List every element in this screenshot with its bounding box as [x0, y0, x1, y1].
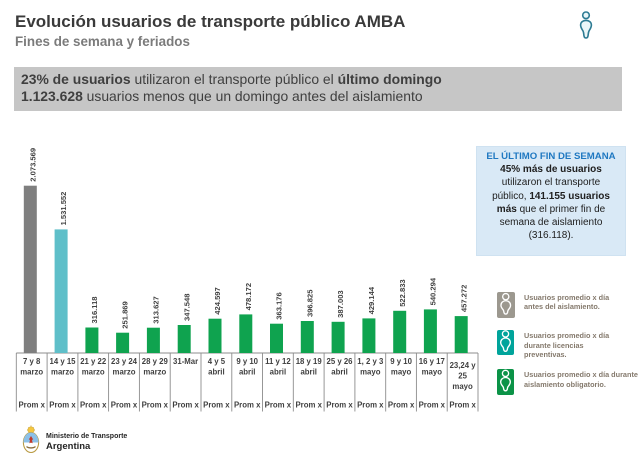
svg-text:540.294: 540.294: [429, 277, 438, 305]
svg-text:Prom x: Prom x: [326, 401, 353, 410]
svg-text:abril: abril: [239, 368, 255, 377]
svg-text:387.003: 387.003: [336, 290, 345, 317]
svg-text:7 y 8: 7 y 8: [23, 357, 41, 366]
svg-text:31-Mar: 31-Mar: [173, 357, 198, 366]
svg-text:abril: abril: [300, 368, 316, 377]
svg-text:marzo: marzo: [82, 368, 105, 377]
svg-text:11 y 12: 11 y 12: [265, 357, 291, 366]
svg-text:23 y 24: 23 y 24: [111, 357, 138, 366]
svg-text:Prom x: Prom x: [49, 401, 76, 410]
svg-text:313.627: 313.627: [152, 296, 161, 323]
svg-text:Prom x: Prom x: [80, 401, 107, 410]
svg-text:396.825: 396.825: [305, 289, 314, 317]
svg-text:9 y 10: 9 y 10: [390, 357, 412, 366]
svg-text:1.531.552: 1.531.552: [59, 192, 68, 226]
svg-text:marzo: marzo: [20, 368, 43, 377]
svg-text:Prom x: Prom x: [388, 401, 415, 410]
svg-text:522.833: 522.833: [398, 279, 407, 306]
svg-text:457.272: 457.272: [459, 285, 468, 312]
svg-text:Prom x: Prom x: [265, 401, 292, 410]
svg-text:316.118: 316.118: [90, 296, 99, 323]
svg-text:abril: abril: [208, 368, 224, 377]
svg-text:mayo: mayo: [360, 368, 381, 377]
svg-text:28 y 29: 28 y 29: [142, 357, 169, 366]
svg-text:Prom x: Prom x: [449, 401, 476, 410]
svg-text:347.548: 347.548: [182, 294, 191, 321]
svg-text:429.144: 429.144: [367, 286, 376, 314]
svg-text:25: 25: [458, 372, 467, 381]
svg-text:9 y 10: 9 y 10: [236, 357, 258, 366]
svg-text:mayo: mayo: [391, 368, 412, 377]
svg-text:478.172: 478.172: [244, 283, 253, 310]
svg-text:1, 2 y 3: 1, 2 y 3: [357, 357, 384, 366]
svg-text:363.176: 363.176: [275, 292, 284, 319]
svg-text:18 y 19: 18 y 19: [296, 357, 323, 366]
svg-text:marzo: marzo: [143, 368, 166, 377]
svg-text:2.073.569: 2.073.569: [28, 148, 37, 182]
svg-text:16 y 17: 16 y 17: [419, 357, 445, 366]
svg-text:Prom x: Prom x: [172, 401, 199, 410]
svg-text:marzo: marzo: [113, 368, 136, 377]
svg-text:Prom x: Prom x: [234, 401, 261, 410]
svg-text:14 y 15: 14 y 15: [49, 357, 76, 366]
svg-text:Prom x: Prom x: [142, 401, 169, 410]
svg-text:mayo: mayo: [422, 368, 443, 377]
svg-text:Prom x: Prom x: [419, 401, 446, 410]
svg-text:Prom x: Prom x: [203, 401, 230, 410]
svg-text:21 y 22: 21 y 22: [80, 357, 107, 366]
svg-text:Prom x: Prom x: [111, 401, 138, 410]
svg-text:424.597: 424.597: [213, 287, 222, 314]
svg-text:abril: abril: [270, 368, 286, 377]
svg-text:marzo: marzo: [51, 368, 74, 377]
svg-text:4 y 5: 4 y 5: [208, 357, 226, 366]
svg-text:mayo: mayo: [452, 382, 473, 391]
svg-text:Prom x: Prom x: [357, 401, 384, 410]
svg-text:23,24 y: 23,24 y: [450, 361, 477, 370]
svg-text:abril: abril: [331, 368, 347, 377]
svg-text:251.869: 251.869: [121, 301, 130, 328]
svg-text:25 y 26: 25 y 26: [326, 357, 353, 366]
svg-text:Prom x: Prom x: [18, 401, 45, 410]
svg-text:Prom x: Prom x: [295, 401, 322, 410]
